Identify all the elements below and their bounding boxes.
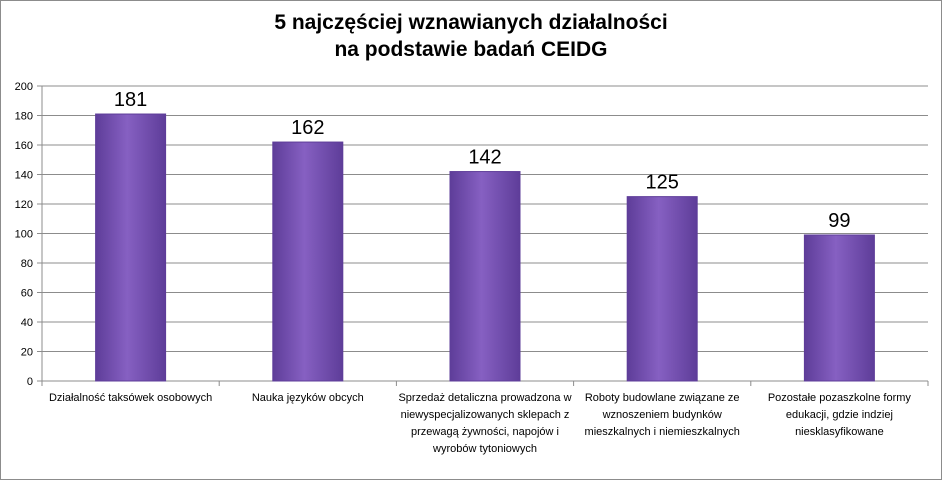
x-category-label: Roboty budowlane związane ze wznoszeniem… (584, 392, 740, 438)
y-tick-label: 180 (15, 111, 33, 123)
y-tick-label: 120 (15, 199, 33, 211)
x-category-label: Sprzedaż detaliczna prowadzona w niewysp… (398, 392, 572, 455)
y-tick-label: 160 (15, 140, 33, 152)
bar (449, 171, 521, 382)
bar (272, 141, 344, 382)
y-tick-label: 140 (15, 170, 33, 182)
x-category-label: Nauka języków obcych (251, 392, 364, 404)
bar (803, 234, 875, 382)
y-tick-label: 100 (15, 229, 33, 241)
y-tick-label: 200 (15, 81, 33, 93)
bar (95, 113, 167, 382)
data-label: 162 (291, 117, 324, 139)
axes: 0 20 40 60 80 100 120 140 160 180 200 (15, 81, 929, 388)
y-tick-label: 60 (21, 288, 33, 300)
data-label: 142 (468, 147, 501, 169)
y-tick-label: 80 (21, 258, 33, 270)
data-label: 99 (828, 210, 850, 232)
y-tick-label: 20 (21, 347, 33, 359)
data-labels: 181 162 142 125 99 (114, 89, 851, 232)
y-tick-label: 0 (27, 376, 33, 388)
x-category-label: Pozostałe pozaszkolne formy edukacji, gd… (767, 392, 911, 438)
data-label: 125 (646, 172, 679, 194)
data-label: 181 (114, 89, 147, 111)
bar (626, 196, 698, 382)
x-category-label: Działalność taksówek osobowych (48, 392, 213, 404)
y-tick-label: 40 (21, 317, 33, 329)
chart-title: 5 najczęściej wznawianych działalności n… (274, 11, 668, 61)
bars (95, 113, 875, 382)
